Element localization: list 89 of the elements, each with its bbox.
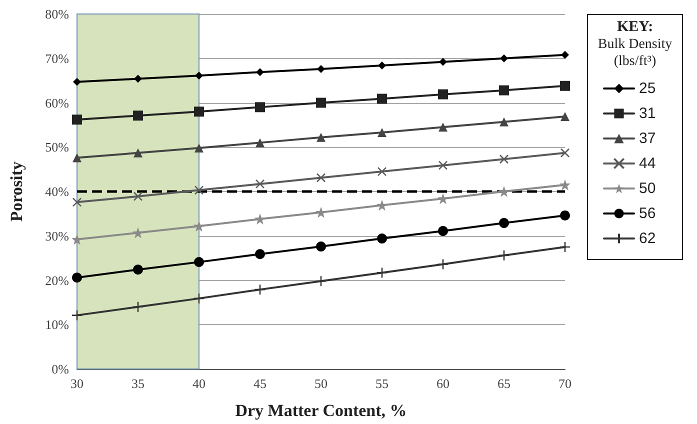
point: [72, 114, 82, 125]
x-tick-label: 45: [254, 376, 266, 391]
point: [71, 310, 83, 321]
point: [134, 74, 142, 83]
y-axis-title: Porosity: [7, 160, 26, 222]
x-tick-label: 55: [376, 376, 388, 391]
legend-label: 44: [639, 155, 656, 172]
point: [316, 98, 326, 108]
point: [376, 267, 388, 278]
y-tick-label: 10%: [45, 317, 70, 332]
point: [194, 186, 204, 195]
point: [560, 112, 570, 122]
point: [498, 186, 510, 197]
point: [194, 257, 204, 268]
point: [133, 110, 143, 121]
legend-title: KEY: Bulk Density (lbs/ft³): [596, 19, 674, 70]
point: [132, 301, 144, 313]
point: [72, 198, 82, 207]
legend-label: 31: [639, 105, 656, 122]
point: [72, 153, 82, 162]
point: [194, 106, 204, 117]
point: [499, 85, 509, 96]
point: [72, 272, 82, 283]
point: [134, 148, 142, 158]
x-tick-label: 40: [192, 376, 206, 391]
point: [255, 102, 265, 112]
point: [438, 226, 448, 236]
x-axis-title: Dry Matter Content, %: [235, 401, 407, 420]
x-tick-label: 70: [558, 376, 572, 391]
point: [195, 72, 203, 80]
point: [560, 179, 570, 190]
point: [133, 264, 143, 275]
y-tick-label: 80%: [45, 6, 70, 22]
y-tick-label: 40%: [45, 184, 70, 199]
legend-label: 37: [639, 130, 656, 147]
point: [254, 284, 266, 296]
legend-label: 62: [639, 230, 656, 247]
point: [438, 89, 448, 100]
point: [133, 192, 143, 202]
x-tick-label: 35: [132, 376, 144, 391]
point: [500, 117, 508, 126]
legend-label: 50: [639, 180, 656, 197]
point: [500, 54, 508, 62]
y-tick-label: 0%: [52, 362, 70, 376]
point: [559, 241, 571, 253]
legend-label: 56: [639, 205, 656, 222]
point: [438, 160, 448, 170]
point: [376, 200, 388, 211]
point: [254, 214, 266, 225]
y-tick-label: 60%: [45, 95, 70, 110]
y-tick-label: 20%: [45, 272, 70, 288]
point: [499, 154, 509, 164]
x-tick-label: 50: [314, 376, 328, 391]
point: [438, 193, 448, 204]
point: [316, 132, 326, 142]
x-tick-label: 30: [70, 376, 84, 391]
legend-label: 25: [639, 80, 656, 97]
point: [378, 128, 386, 137]
point: [499, 218, 509, 228]
point: [256, 138, 264, 148]
point: [377, 166, 387, 176]
point: [377, 94, 387, 104]
y-tick-label: 70%: [45, 50, 70, 66]
point: [256, 68, 264, 76]
y-tick-label: 50%: [45, 140, 70, 155]
point: [561, 50, 569, 59]
point: [560, 80, 570, 91]
point: [316, 242, 326, 252]
point: [317, 65, 325, 74]
point: [439, 58, 447, 66]
point: [316, 173, 326, 182]
point: [377, 234, 387, 244]
point: [498, 250, 510, 262]
point: [194, 144, 204, 153]
point: [438, 122, 448, 132]
point: [560, 148, 570, 158]
point: [255, 179, 265, 189]
point: [255, 249, 265, 260]
y-tick-label: 30%: [45, 228, 70, 244]
point: [132, 227, 144, 238]
point: [193, 292, 205, 304]
point: [194, 220, 204, 232]
point: [315, 275, 327, 287]
x-tick-label: 60: [436, 376, 450, 391]
point: [437, 258, 449, 270]
x-tick-label: 65: [498, 376, 510, 391]
point: [560, 210, 570, 220]
point: [378, 61, 386, 70]
point: [73, 78, 81, 86]
